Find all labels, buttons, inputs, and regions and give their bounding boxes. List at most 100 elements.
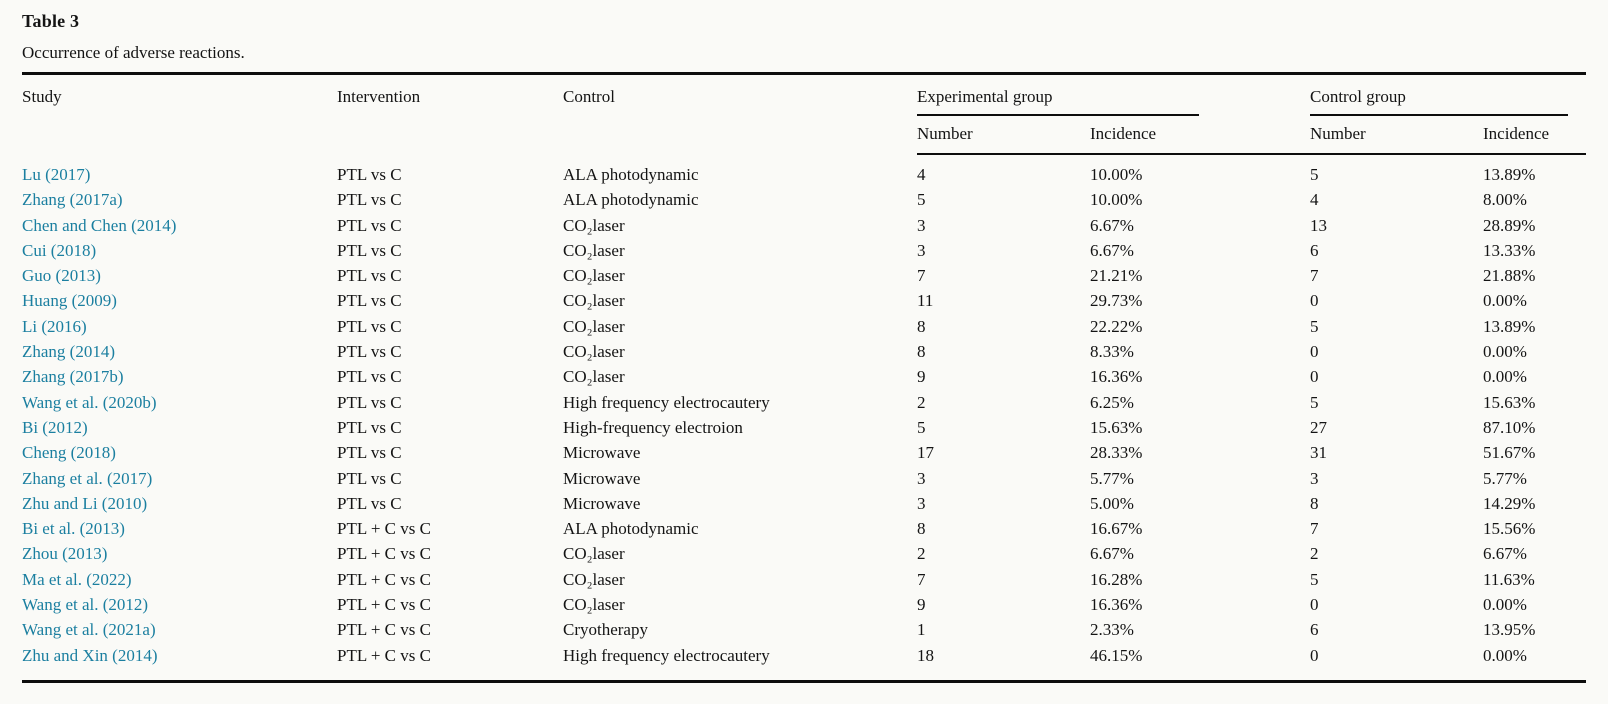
cell-study: Wang et al. (2012) xyxy=(22,592,337,617)
cell-ctl-incidence: 13.95% xyxy=(1483,620,1536,640)
study-link[interactable]: Wang et al. (2020b) xyxy=(22,392,157,412)
table-row: Wang et al. (2020b) PTL vs C High freque… xyxy=(22,390,1586,415)
cell-exp-number: 1 xyxy=(917,620,926,640)
cell-ctl-incidence: 28.89% xyxy=(1483,215,1536,235)
cell-control: CO₂laser xyxy=(563,544,625,564)
study-link[interactable]: Bi (2012) xyxy=(22,417,88,437)
study-link[interactable]: Zhu and Xin (2014) xyxy=(22,645,158,665)
cell-ctl-number: 5 xyxy=(1310,392,1319,412)
study-link[interactable]: Ma et al. (2022) xyxy=(22,569,132,589)
cell-ctl-number: 6 xyxy=(1310,620,1319,640)
study-link[interactable]: Zhang (2014) xyxy=(22,342,116,362)
table-label: Table 3 xyxy=(22,11,80,31)
table-row: Cheng (2018) PTL vs C Microwave 17 28.33… xyxy=(22,440,1586,465)
study-link[interactable]: Zhang et al. (2017) xyxy=(22,468,153,488)
cell-control: CO₂laser xyxy=(563,215,625,235)
cell-exp-incidence: 29.73% xyxy=(1090,291,1143,311)
column-group-experimental-label: Experimental group xyxy=(917,87,1199,116)
cell-exp-number: 8 xyxy=(917,519,926,539)
cell-intervention: PTL vs C xyxy=(337,468,402,488)
cell-control: Microwave xyxy=(563,443,641,463)
cell-control: CO₂laser xyxy=(563,569,625,589)
cell-exp-incidence: 5.77% xyxy=(1090,468,1134,488)
study-link[interactable]: Bi et al. (2013) xyxy=(22,519,125,539)
study-link[interactable]: Zhou (2013) xyxy=(22,544,108,564)
study-link[interactable]: Guo (2013) xyxy=(22,266,101,286)
cell-ctl-incidence: 13.33% xyxy=(1483,240,1536,260)
cell-study: Zhang et al. (2017) xyxy=(22,466,337,491)
cell-ctl-incidence: 21.88% xyxy=(1483,266,1536,286)
cell-study: Zhu and Xin (2014) xyxy=(22,643,337,682)
cell-exp-incidence: 22.22% xyxy=(1090,316,1143,336)
cell-exp-incidence: 6.67% xyxy=(1090,215,1134,235)
study-link[interactable]: Zhang (2017b) xyxy=(22,367,124,387)
cell-exp-incidence: 6.67% xyxy=(1090,544,1134,564)
cell-exp-number: 3 xyxy=(917,215,926,235)
header-sub-row: Number Incidence Number Incidence xyxy=(22,116,1587,155)
cell-ctl-incidence: 87.10% xyxy=(1483,417,1536,437)
cell-exp-incidence: 16.36% xyxy=(1090,595,1143,615)
cell-ctl-number: 0 xyxy=(1310,645,1319,665)
cell-control: Microwave xyxy=(563,468,641,488)
cell-ctl-number: 7 xyxy=(1310,519,1319,539)
cell-study: Wang et al. (2020b) xyxy=(22,390,337,415)
table-row: Wang et al. (2012) PTL + C vs C CO₂laser… xyxy=(22,592,1586,617)
cell-ctl-number: 13 xyxy=(1310,215,1327,235)
header-group-row: Study Intervention Control Experimental … xyxy=(22,74,1586,116)
study-link[interactable]: Chen and Chen (2014) xyxy=(22,215,177,235)
cell-study: Lu (2017) xyxy=(22,154,337,187)
cell-exp-number: 11 xyxy=(917,291,934,311)
page-margin xyxy=(22,683,1586,701)
column-group-control-label: Control group xyxy=(1310,87,1569,116)
cell-ctl-number: 5 xyxy=(1310,316,1319,336)
cell-intervention: PTL vs C xyxy=(337,164,402,184)
cell-intervention: PTL vs C xyxy=(337,443,402,463)
cell-control: CO₂laser xyxy=(563,291,625,311)
cell-study: Cheng (2018) xyxy=(22,440,337,465)
cell-intervention: PTL + C vs C xyxy=(337,645,431,665)
table-caption: Occurrence of adverse reactions. xyxy=(22,43,245,62)
table-row: Guo (2013) PTL vs C CO₂laser 7 21.21% 7 … xyxy=(22,263,1586,288)
cell-exp-number: 7 xyxy=(917,569,926,589)
cell-control: CO₂laser xyxy=(563,595,625,615)
cell-exp-number: 4 xyxy=(917,165,926,184)
cell-study: Guo (2013) xyxy=(22,263,337,288)
cell-ctl-incidence: 8.00% xyxy=(1483,190,1527,210)
table-row: Lu (2017) PTL vs C ALA photodynamic 4 10… xyxy=(22,154,1586,187)
cell-study: Zhu and Li (2010) xyxy=(22,491,337,516)
study-link[interactable]: Zhu and Li (2010) xyxy=(22,493,148,513)
cell-exp-number: 3 xyxy=(917,468,926,488)
cell-ctl-incidence: 15.56% xyxy=(1483,519,1536,539)
study-link[interactable]: Li (2016) xyxy=(22,316,87,336)
table-row: Bi (2012) PTL vs C High-frequency electr… xyxy=(22,415,1586,440)
cell-intervention: PTL vs C xyxy=(337,215,402,235)
cell-intervention: PTL + C vs C xyxy=(337,519,431,539)
table-row: Zhu and Xin (2014) PTL + C vs C High fre… xyxy=(22,643,1586,682)
cell-intervention: PTL vs C xyxy=(337,190,402,210)
cell-ctl-incidence: 14.29% xyxy=(1483,493,1536,513)
column-header-intervention: Intervention xyxy=(337,87,421,106)
study-link[interactable]: Wang et al. (2012) xyxy=(22,595,149,615)
cell-control: CO₂laser xyxy=(563,240,625,260)
study-link[interactable]: Huang (2009) xyxy=(22,291,117,311)
cell-control: CO₂laser xyxy=(563,316,625,336)
cell-exp-number: 8 xyxy=(917,316,926,336)
cell-intervention: PTL vs C xyxy=(337,291,402,311)
study-link[interactable]: Wang et al. (2021a) xyxy=(22,620,156,640)
cell-intervention: PTL vs C xyxy=(337,417,402,437)
cell-exp-incidence: 8.33% xyxy=(1090,342,1134,362)
cell-control: High frequency electrocautery xyxy=(563,645,770,665)
table-row: Li (2016) PTL vs C CO₂laser 8 22.22% 5 1… xyxy=(22,314,1586,339)
study-link[interactable]: Zhang (2017a) xyxy=(22,190,123,210)
cell-exp-number: 17 xyxy=(917,443,934,463)
cell-control: ALA photodynamic xyxy=(563,519,699,539)
cell-exp-incidence: 21.21% xyxy=(1090,266,1143,286)
adverse-reactions-table: Study Intervention Control Experimental … xyxy=(22,72,1587,683)
study-link[interactable]: Cheng (2018) xyxy=(22,443,116,463)
column-group-control: Control group xyxy=(1310,74,1586,116)
cell-intervention: PTL + C vs C xyxy=(337,595,431,615)
cell-ctl-number: 8 xyxy=(1310,493,1319,513)
cell-ctl-incidence: 51.67% xyxy=(1483,443,1536,463)
study-link[interactable]: Cui (2018) xyxy=(22,240,97,260)
study-link[interactable]: Lu (2017) xyxy=(22,164,91,184)
